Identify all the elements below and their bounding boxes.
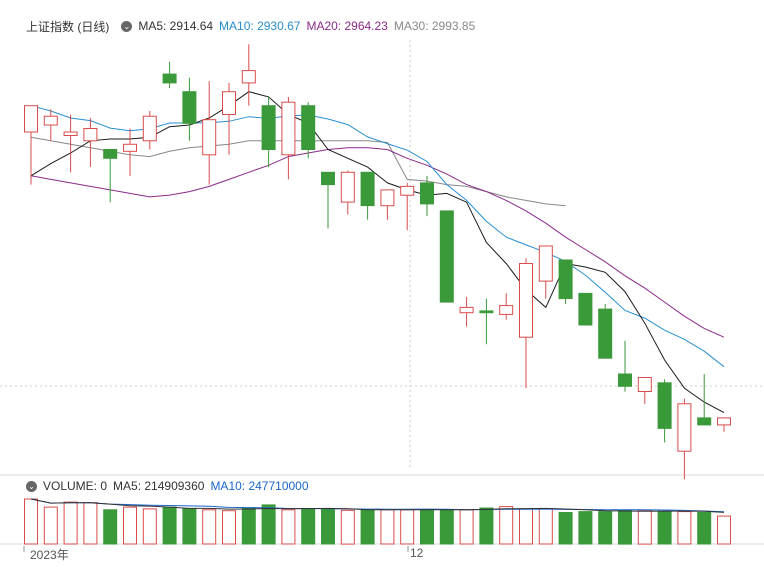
candle-body [479, 310, 494, 314]
candle-body [618, 373, 632, 387]
volume-bar [598, 511, 613, 545]
ma5-label: MA5: 2914.64 [138, 19, 214, 33]
volume-bar [677, 511, 692, 545]
candle-body [558, 259, 573, 300]
candle-body [123, 143, 137, 152]
volume-bar [202, 509, 217, 545]
volume-legend: ⌄ VOLUME: 0 MA5: 214909360 MA10: 2477100… [26, 478, 315, 494]
collapse-toggle-icon[interactable]: ⌄ [121, 20, 133, 32]
price-legend: 上证指数 (日线) ⌄ MA5: 2914.64 MA10: 2930.67 M… [26, 18, 481, 34]
candle-body [598, 308, 613, 359]
ma30-line [30, 136, 566, 207]
candle-body [657, 382, 672, 429]
volume-bar [142, 508, 157, 545]
volume-bar [222, 510, 236, 545]
volume-bar [340, 509, 355, 545]
volume-bar [321, 508, 335, 545]
volume-bar [400, 509, 415, 545]
volume-bar [281, 509, 296, 545]
candle-body [578, 292, 593, 326]
candle-body [519, 263, 533, 338]
ma20-label: MA20: 2964.23 [306, 19, 388, 33]
volume-bar [43, 506, 58, 545]
candle-body [103, 149, 118, 159]
volume-bar [697, 512, 712, 545]
volume-bar [499, 506, 514, 545]
volume-bar [439, 509, 454, 545]
chart-title: 上证指数 (日线) [26, 19, 110, 34]
volume-bar [241, 507, 256, 545]
candle-body [538, 245, 553, 282]
volume-bar [479, 507, 494, 545]
candle-body [83, 128, 98, 142]
candle-body [301, 105, 316, 150]
volume-toggle-icon[interactable]: ⌄ [26, 480, 37, 492]
candle-body [677, 403, 692, 452]
candle-body [162, 73, 177, 84]
volume-bar [637, 509, 652, 545]
candle-body [43, 115, 58, 126]
volume-bar [63, 501, 78, 545]
volume-bar [83, 502, 98, 545]
candle-body [321, 171, 335, 186]
candle-body [499, 305, 514, 315]
volume-bar [717, 515, 731, 545]
candle-body [400, 185, 415, 196]
volume-bar [420, 508, 434, 545]
volume-bar [123, 506, 137, 545]
volume-bar [162, 506, 177, 545]
volume-bar [578, 511, 593, 545]
volume-bar [538, 508, 553, 545]
volume-bar [24, 498, 38, 545]
candle-body [637, 377, 652, 392]
volume-ma10-label: MA10: 247710000 [210, 479, 309, 493]
volume-bar [558, 512, 573, 545]
volume-bar [519, 508, 533, 545]
volume-bar [459, 509, 474, 545]
volume-bar [261, 504, 276, 545]
candle-body [261, 105, 276, 150]
x-label-month: 12 [410, 546, 424, 560]
candle-body [380, 189, 395, 207]
candle-body [241, 70, 256, 84]
candle-body [420, 182, 434, 205]
candle-body [340, 171, 355, 203]
ma10-label: MA10: 2930.67 [219, 19, 301, 33]
volume-ma5-line [30, 498, 725, 513]
volume-bar [182, 508, 197, 545]
candle-body [24, 105, 38, 133]
ma20-line [30, 147, 725, 338]
volume-ma5-label: MA5: 214909360 [113, 479, 205, 493]
candle-body [697, 417, 712, 426]
volume-bar [618, 509, 632, 545]
volume-title: VOLUME: 0 [43, 479, 108, 493]
candle-body [202, 119, 217, 156]
candle-body [281, 101, 296, 156]
candle-body [63, 131, 78, 136]
candle-body [360, 171, 375, 207]
volume-bar [380, 509, 395, 545]
volume-bar [360, 509, 375, 545]
volume-ma10-line [30, 498, 725, 513]
ma30-label: MA30: 2993.85 [393, 19, 476, 33]
volume-bar [103, 509, 118, 545]
candle-body [717, 417, 731, 426]
candle-body [459, 306, 474, 314]
candle-body [182, 91, 197, 124]
candle-body [222, 91, 236, 115]
candle-body [439, 210, 454, 303]
candle-body [142, 115, 157, 142]
volume-bar [301, 508, 316, 545]
x-label-year: 2023年 [30, 548, 69, 562]
volume-bar [657, 511, 672, 545]
